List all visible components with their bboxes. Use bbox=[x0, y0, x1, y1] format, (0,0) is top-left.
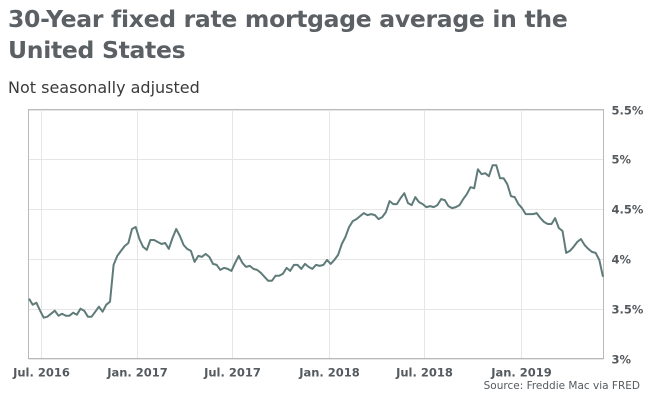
y-axis: 5.5% 5% 4.5% 4% 3.5% 3% bbox=[612, 104, 644, 367]
x-axis: Jul. 2016 Jan. 2017 Jul. 2017 Jan. 2018 Jul.… bbox=[12, 366, 552, 380]
y-tick-label: 5% bbox=[612, 153, 632, 167]
source-note: Source: Freddie Mac via FRED bbox=[484, 380, 640, 392]
series-line bbox=[28, 164, 604, 319]
chart-subtitle: Not seasonally adjusted bbox=[8, 78, 200, 97]
x-tick-label: Jan. 2019 bbox=[490, 366, 552, 380]
gridlines bbox=[28, 109, 604, 360]
x-tick-label: Jul. 2018 bbox=[395, 366, 453, 380]
y-tick-label: 4.5% bbox=[612, 203, 644, 217]
x-tick-label: Jan. 2018 bbox=[298, 366, 360, 380]
y-tick-label: 5.5% bbox=[612, 104, 644, 118]
y-tick-label: 3% bbox=[612, 353, 632, 367]
chart-title: 30-Year fixed rate mortgage average in t… bbox=[8, 5, 568, 64]
plot-area-border bbox=[28, 109, 604, 359]
y-tick-label: 3.5% bbox=[612, 303, 644, 317]
x-tick-label: Jul. 2016 bbox=[12, 366, 70, 380]
y-tick-label: 4% bbox=[612, 253, 632, 267]
x-tick-label: Jul. 2017 bbox=[203, 366, 261, 380]
x-tick-label: Jan. 2017 bbox=[106, 366, 168, 380]
